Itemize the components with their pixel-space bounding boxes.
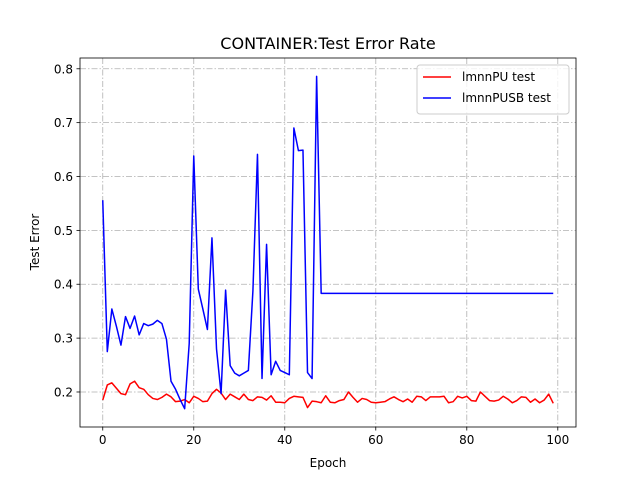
chart-title: CONTAINER:Test Error Rate (220, 34, 435, 53)
y-tick-label: 0.6 (54, 170, 73, 184)
y-tick-label: 0.3 (54, 332, 73, 346)
y-tick-label: 0.5 (54, 224, 73, 238)
series-line-lmnnpusb (102, 75, 554, 410)
legend-box (416, 64, 570, 115)
plot-frame (79, 57, 577, 428)
x-tick-label: 80 (459, 433, 474, 447)
y-tick-label: 0.4 (54, 278, 73, 292)
y-tick-label: 0.7 (54, 116, 73, 130)
x-axis-label: Epoch (310, 456, 347, 470)
series-line-lmnnpu (102, 380, 554, 409)
x-tick-label: 20 (186, 433, 201, 447)
legend: lmnnPU test lmnnPUSB test (416, 64, 570, 115)
y-tick-label: 0.2 (54, 385, 73, 399)
y-tick-label: 0.8 (54, 62, 73, 76)
series-lines (102, 75, 554, 410)
axis-ticks: 0 20 40 60 80 100 0.2 0.3 0.4 0.5 0.6 0.7 0.8 (54, 62, 569, 447)
legend-label-lmnnpu: lmnnPU test (462, 70, 535, 84)
x-tick-label: 0 (99, 433, 107, 447)
x-tick-label: 60 (368, 433, 383, 447)
x-tick-label: 100 (546, 433, 569, 447)
y-axis-label: Test Error (28, 214, 42, 272)
grid (80, 58, 576, 427)
legend-label-lmnnpusb: lmnnPUSB test (462, 91, 551, 105)
x-tick-label: 40 (277, 433, 292, 447)
